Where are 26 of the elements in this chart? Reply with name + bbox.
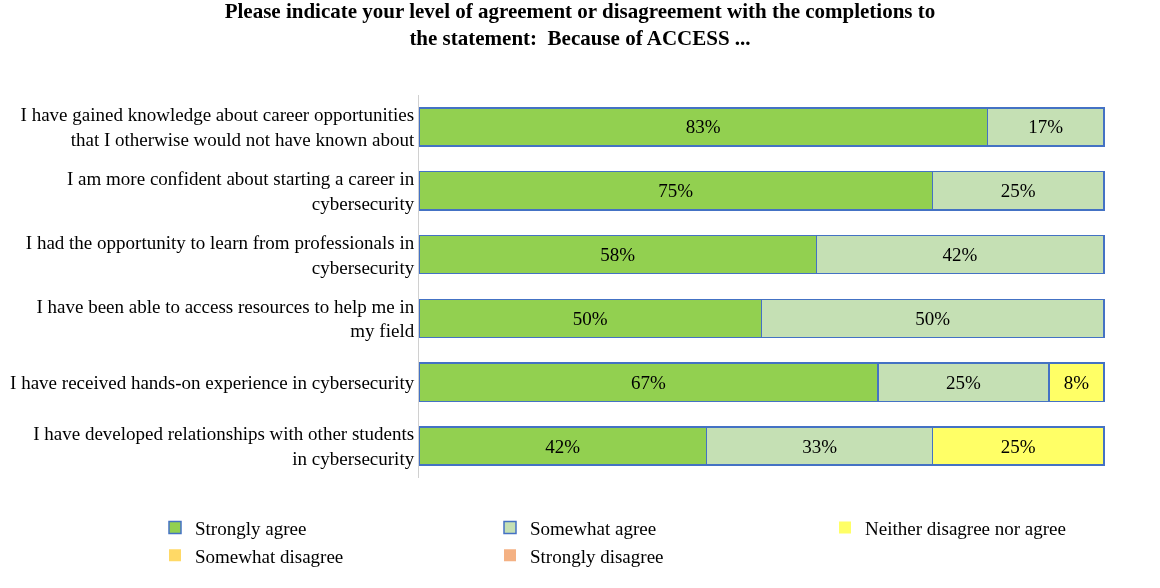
data-label: 58% — [600, 244, 636, 266]
legend-label: Somewhat disagree — [195, 545, 344, 567]
data-label: 33% — [802, 435, 838, 457]
legend-label: Strongly agree — [195, 517, 307, 539]
y-tick-label: I have developed relationships with other students in cybersecurity — [33, 423, 415, 470]
data-label: 25% — [1000, 435, 1036, 457]
y-tick-label: I have been able to access resources to help me in my field — [36, 295, 415, 342]
y-tick-label: I have received hands-on experience in cybersecurity — [10, 371, 415, 393]
data-label: 25% — [1000, 180, 1036, 202]
data-label: 67% — [630, 371, 666, 393]
data-label: 50% — [572, 307, 608, 329]
data-label: 42% — [545, 435, 581, 457]
y-tick-label: I am more confident about starting a career in cybersecurity — [67, 168, 415, 214]
data-label: 83% — [685, 116, 721, 138]
data-label: 17% — [1028, 116, 1064, 138]
legend-label: Somewhat agree — [530, 517, 657, 539]
data-label: 42% — [942, 244, 978, 266]
legend-label: Strongly disagree — [530, 545, 664, 567]
legend-label: Neither disagree nor agree — [865, 517, 1066, 539]
y-tick-label: I had the opportunity to learn from professionals in cybersecurity — [25, 231, 415, 278]
y-tick-label: I have gained knowledge about career opportunities that I otherwise would not have known about — [20, 104, 415, 150]
chart-title: Please indicate your level of agreement or disagreement with the completions to the statement: Because of ACCESS ... — [224, 0, 936, 50]
data-label: 25% — [946, 371, 982, 393]
data-label: 8% — [1063, 371, 1090, 393]
data-label: 50% — [915, 307, 951, 329]
data-label: 75% — [658, 180, 694, 202]
